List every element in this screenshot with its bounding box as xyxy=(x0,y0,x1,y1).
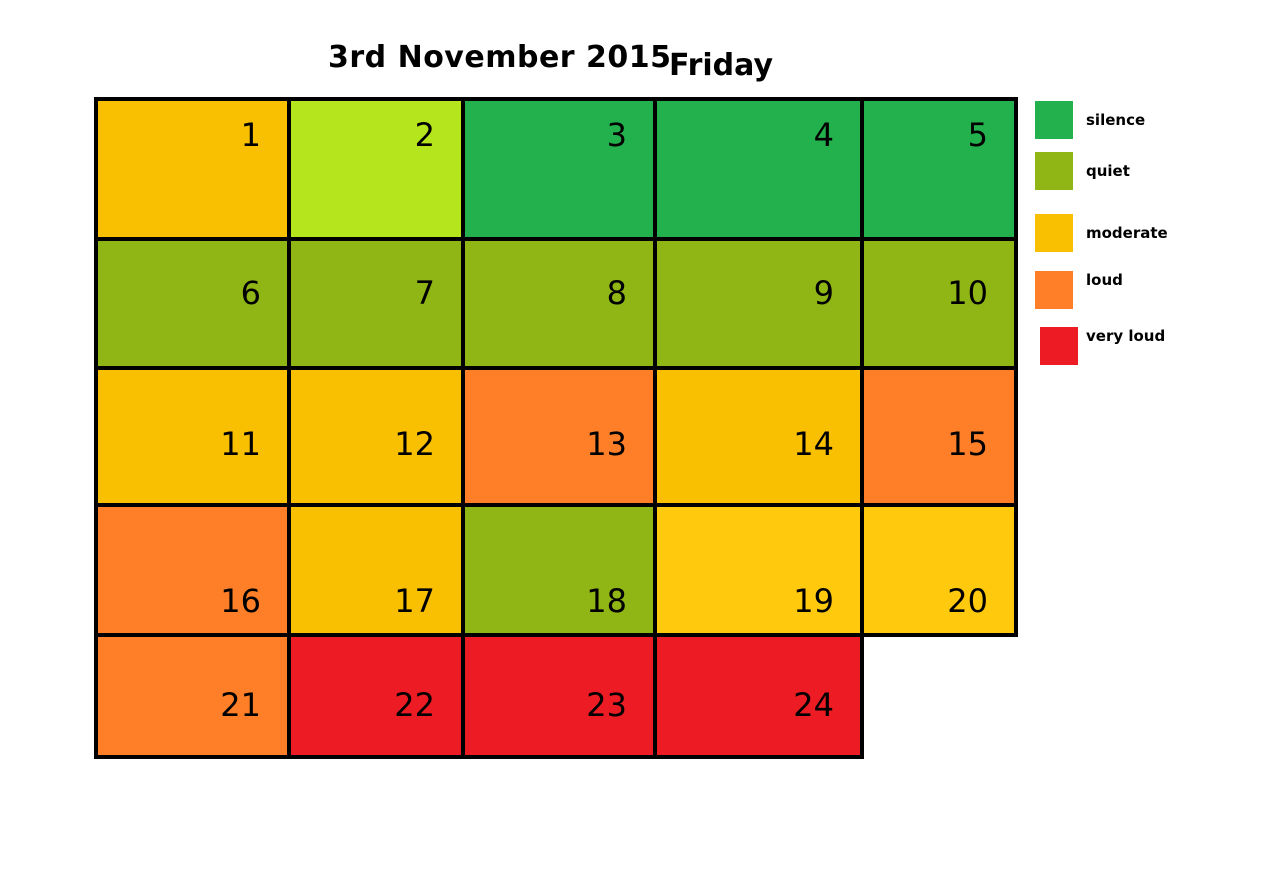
day-cell: 10 xyxy=(862,239,1016,368)
day-cell: 23 xyxy=(463,635,655,757)
day-cell: 15 xyxy=(862,368,1016,505)
grid-line xyxy=(653,97,657,759)
day-number: 9 xyxy=(813,274,834,312)
title-date: 3rd November 2015 xyxy=(328,40,672,75)
grid-line xyxy=(94,97,98,759)
legend-swatch xyxy=(1035,271,1073,309)
day-cell: 5 xyxy=(862,99,1016,239)
day-cell: 2 xyxy=(289,99,463,239)
day-number: 14 xyxy=(793,425,834,463)
grid-line xyxy=(287,97,291,759)
legend-swatch xyxy=(1035,214,1073,252)
day-cell: 12 xyxy=(289,368,463,505)
grid-line xyxy=(1014,97,1018,637)
legend-swatch xyxy=(1035,152,1073,190)
grid-line xyxy=(94,237,1018,241)
legend-label: quiet xyxy=(1086,162,1130,180)
grid-line xyxy=(860,97,864,759)
day-cell: 21 xyxy=(96,635,289,757)
day-number: 24 xyxy=(793,686,834,724)
day-cell: 3 xyxy=(463,99,655,239)
day-cell: 20 xyxy=(862,505,1016,635)
legend-label: moderate xyxy=(1086,224,1168,242)
day-number: 6 xyxy=(240,274,261,312)
day-number: 20 xyxy=(947,582,988,620)
day-number: 10 xyxy=(947,274,988,312)
grid-line xyxy=(94,97,1018,101)
day-number: 8 xyxy=(606,274,627,312)
legend-label: very loud xyxy=(1086,327,1166,345)
day-number: 22 xyxy=(394,686,435,724)
day-cell: 6 xyxy=(96,239,289,368)
grid-line xyxy=(94,366,1018,370)
legend-label: loud xyxy=(1086,271,1123,289)
day-number: 2 xyxy=(414,116,435,154)
day-cell: 22 xyxy=(289,635,463,757)
day-number: 23 xyxy=(586,686,627,724)
grid-line xyxy=(94,633,1018,637)
day-cell: 11 xyxy=(96,368,289,505)
day-cell: 14 xyxy=(655,368,862,505)
day-number: 18 xyxy=(586,582,627,620)
day-number: 3 xyxy=(606,116,627,154)
day-cell: 18 xyxy=(463,505,655,635)
day-number: 17 xyxy=(394,582,435,620)
legend-label: silence xyxy=(1086,111,1146,129)
grid-line xyxy=(94,503,1018,507)
day-number: 16 xyxy=(220,582,261,620)
day-number: 5 xyxy=(967,116,988,154)
day-cell: 19 xyxy=(655,505,862,635)
legend-swatch xyxy=(1035,101,1073,139)
day-number: 4 xyxy=(813,116,834,154)
day-cell: 8 xyxy=(463,239,655,368)
day-number: 1 xyxy=(240,116,261,154)
day-cell: 7 xyxy=(289,239,463,368)
day-cell: 1 xyxy=(96,99,289,239)
grid-line xyxy=(461,97,465,759)
day-cell: 13 xyxy=(463,368,655,505)
day-number: 13 xyxy=(586,425,627,463)
day-cell: 24 xyxy=(655,635,862,757)
day-number: 15 xyxy=(947,425,988,463)
grid-line xyxy=(94,755,864,759)
title-day: Friday xyxy=(669,48,774,83)
day-number: 11 xyxy=(220,425,261,463)
day-number: 12 xyxy=(394,425,435,463)
day-number: 7 xyxy=(414,274,435,312)
day-number: 21 xyxy=(220,686,261,724)
legend-swatch xyxy=(1040,327,1078,365)
day-number: 19 xyxy=(793,582,834,620)
day-cell: 16 xyxy=(96,505,289,635)
day-cell: 9 xyxy=(655,239,862,368)
day-cell: 17 xyxy=(289,505,463,635)
day-cell: 4 xyxy=(655,99,862,239)
